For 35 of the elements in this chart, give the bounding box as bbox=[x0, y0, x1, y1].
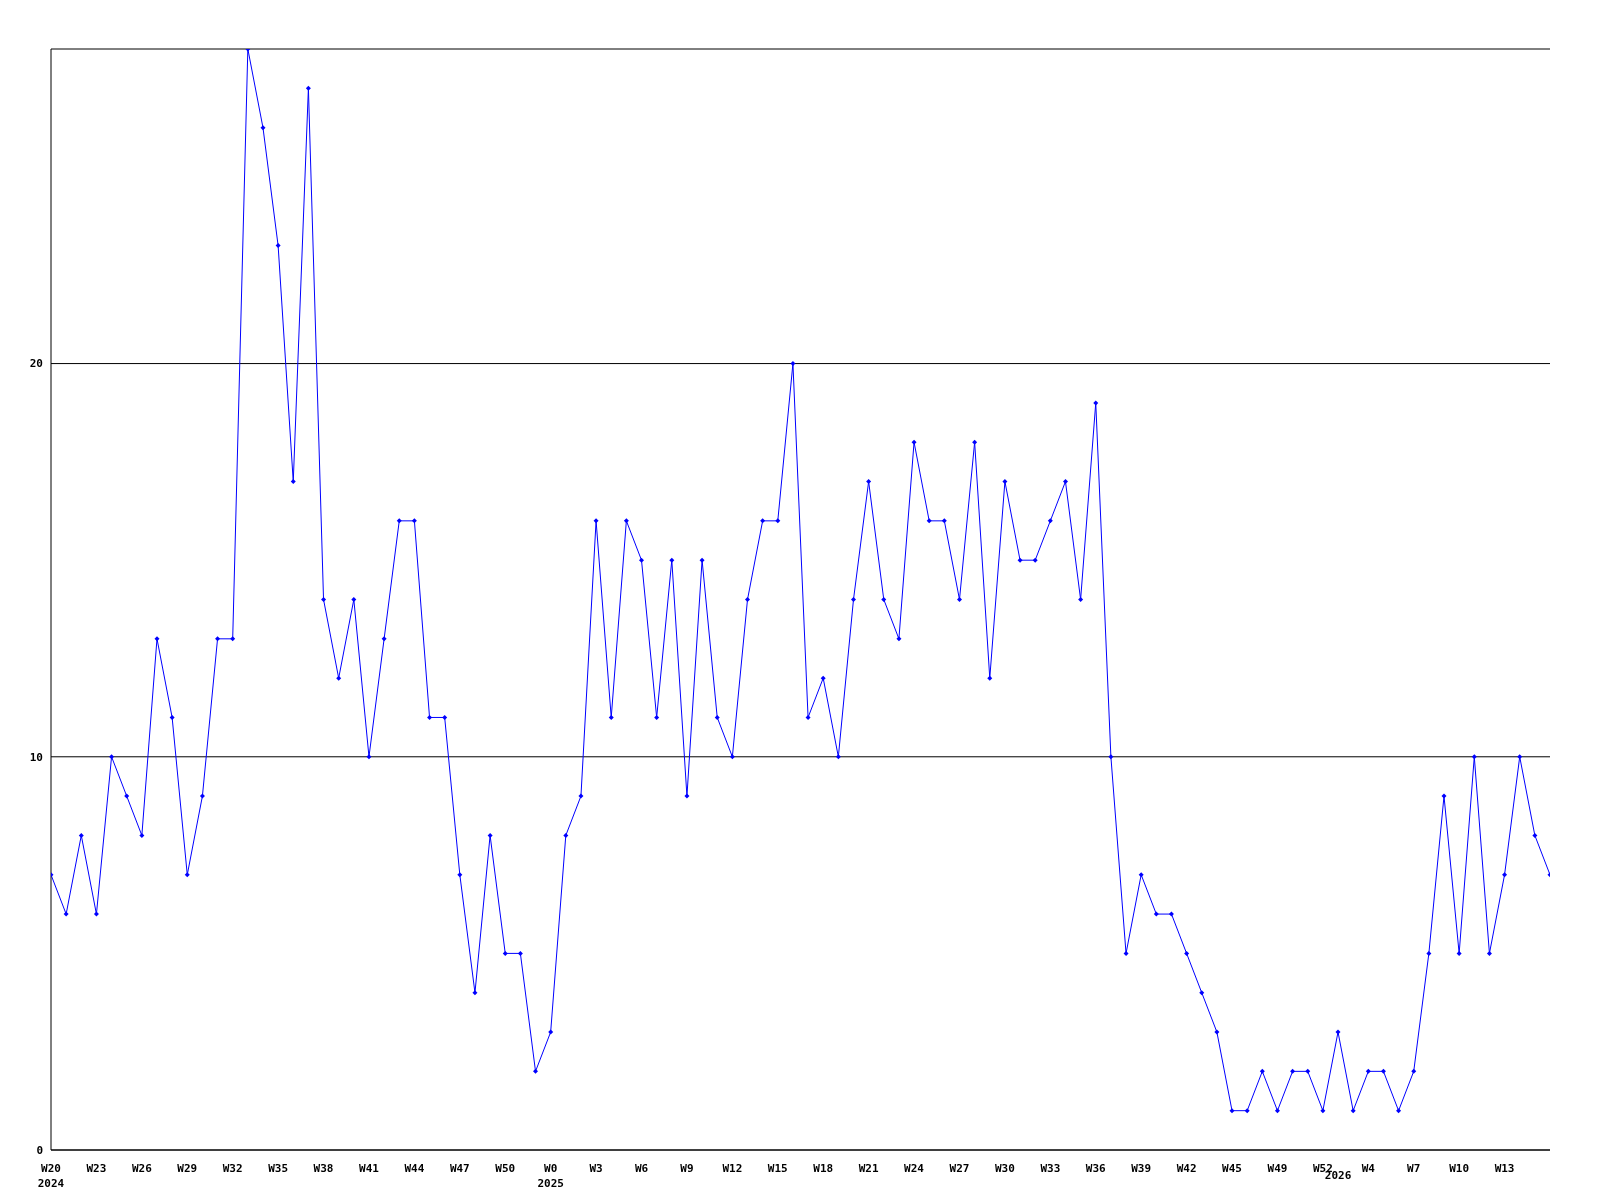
x-tick-label: W27 bbox=[949, 1162, 970, 1175]
x-tick-label: W0 2025 bbox=[537, 1162, 564, 1190]
x-tick-label: W18 bbox=[813, 1162, 834, 1175]
x-tick-label: W12 bbox=[722, 1162, 743, 1175]
x-tick-label: W35 bbox=[268, 1162, 289, 1175]
x-tick-label: W44 bbox=[404, 1162, 425, 1175]
x-tick-label: W33 bbox=[1040, 1162, 1061, 1175]
x-tick-label: W3 bbox=[589, 1162, 603, 1175]
x-tick-label: W9 bbox=[680, 1162, 694, 1175]
x-tick-label: W45 bbox=[1222, 1162, 1242, 1175]
x-tick-label: W39 bbox=[1131, 1162, 1152, 1175]
x-tick-label: W23 bbox=[86, 1162, 107, 1175]
x-tick-label: W36 bbox=[1085, 1162, 1107, 1175]
x-tick-label: W49 bbox=[1267, 1162, 1288, 1175]
x-tick-label: W41 bbox=[359, 1162, 380, 1175]
x-tick-label: W42 bbox=[1176, 1162, 1197, 1175]
x-tick-label: W50 bbox=[495, 1162, 516, 1175]
x-tick-label: W30 bbox=[994, 1162, 1015, 1175]
x-tick-label: W7 bbox=[1407, 1162, 1421, 1175]
x-tick-label: W20 2024 bbox=[37, 1162, 65, 1190]
x-tick-label: W15 bbox=[767, 1162, 788, 1175]
y-tick-label: 20 bbox=[29, 357, 43, 371]
x-tick-label: W29 bbox=[177, 1162, 198, 1175]
y-tick-label: 0 bbox=[36, 1143, 43, 1157]
x-tick-label: W32 bbox=[222, 1162, 243, 1175]
x-tick-label: W26 bbox=[131, 1162, 153, 1175]
x-tick-label: W6 bbox=[634, 1162, 649, 1175]
x-tick-label: W13 bbox=[1494, 1162, 1515, 1175]
y-tick-label: 10 bbox=[29, 750, 43, 764]
x-tick-label: W24 bbox=[904, 1162, 925, 1175]
x-tick-label: W47 bbox=[449, 1162, 470, 1175]
x-tick-label: W10 bbox=[1449, 1162, 1470, 1175]
x-tick-label: W21 bbox=[858, 1162, 879, 1175]
x-tick-label: W4 bbox=[1361, 1162, 1376, 1175]
x-tick-label: W38 bbox=[313, 1162, 334, 1175]
